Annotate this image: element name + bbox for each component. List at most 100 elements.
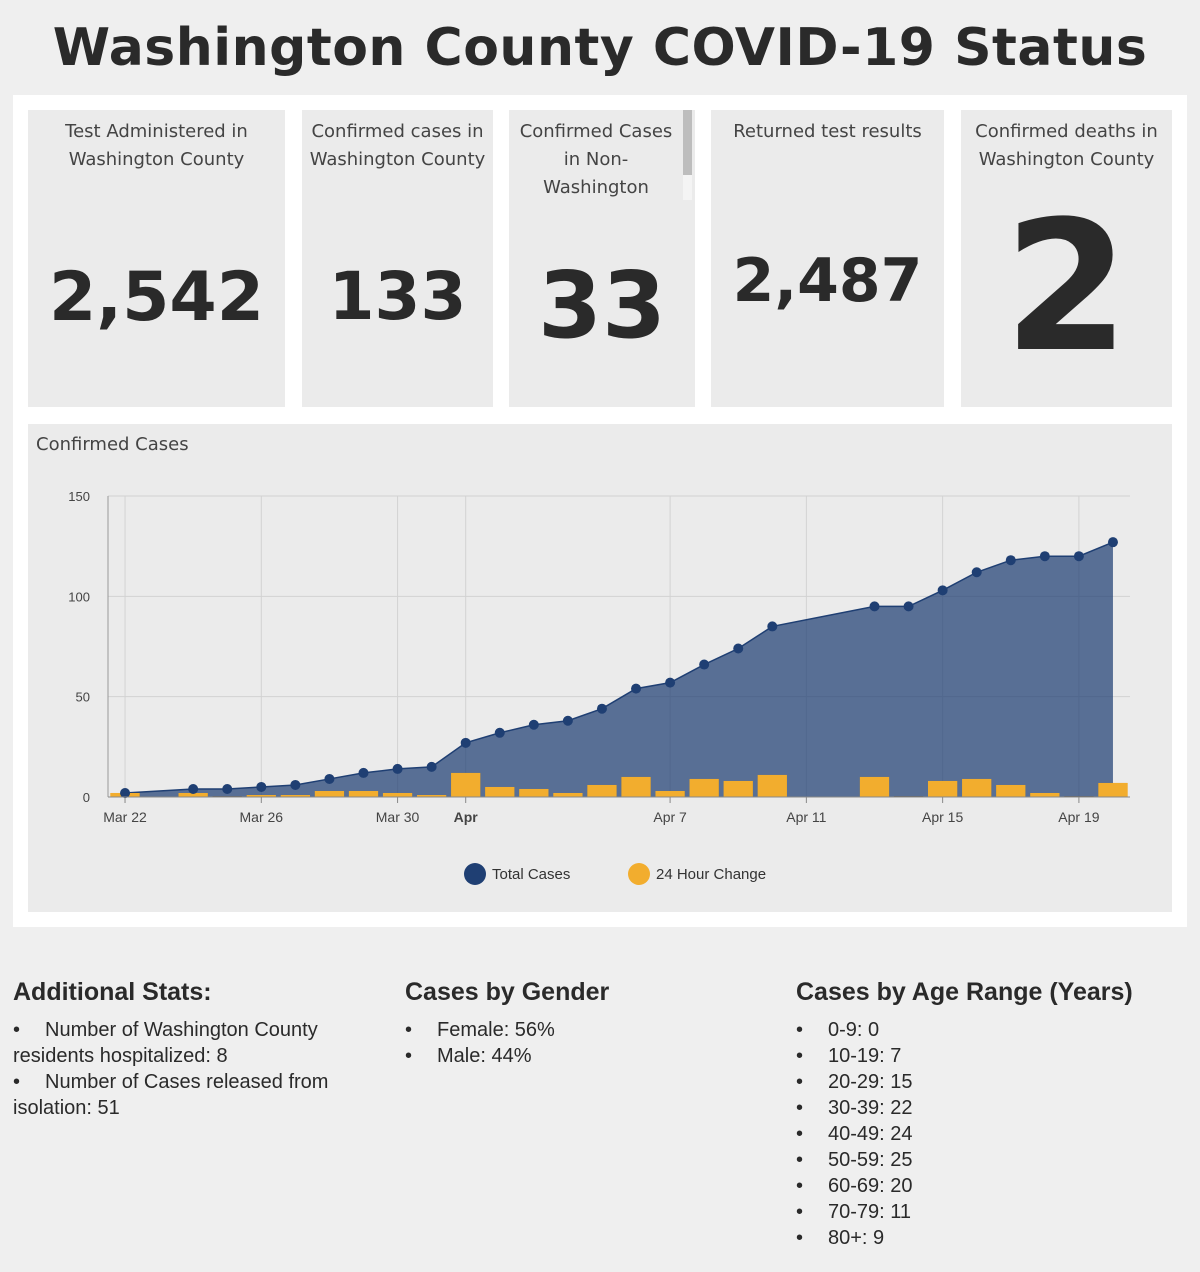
bar-24-hour-change [348, 790, 379, 797]
x-tick-label: Mar 30 [376, 809, 420, 825]
x-tick-label: Apr 15 [922, 809, 963, 825]
list-item-text: Number of Cases released from isolation:… [13, 1071, 329, 1119]
additional-stats-heading: Additional Stats: [13, 978, 212, 1006]
card-returned-results: Returned test results 2,487 [711, 110, 944, 407]
point-total-cases [1107, 537, 1118, 548]
point-total-cases [222, 783, 233, 794]
list-item-text: 40-49: 24 [828, 1123, 913, 1145]
list-item-text: Female: 56% [437, 1019, 555, 1041]
point-total-cases [256, 781, 267, 792]
card-confirmed-cases: Confirmed cases in Washington County 133 [302, 110, 493, 407]
list-item: • Male: 44% [405, 1043, 765, 1069]
card-value: 2,542 [48, 258, 265, 337]
legend-label-total-cases: Total Cases [492, 866, 570, 883]
bullet: • [796, 1123, 804, 1145]
x-tick-label: Apr 11 [786, 809, 826, 825]
bar-24-hour-change [451, 772, 481, 797]
gender-heading: Cases by Gender [405, 978, 610, 1006]
point-total-cases [528, 719, 539, 730]
list-item-text: 50-59: 25 [828, 1149, 913, 1171]
card-value: 33 [537, 252, 667, 359]
card-confirmed-deaths: Confirmed deaths in Washington County 2 [961, 110, 1172, 407]
bar-24-hour-change [587, 784, 617, 797]
list-item: • 0-9: 0 [796, 1017, 1186, 1043]
bar-24-hour-change [757, 774, 787, 797]
point-total-cases [767, 621, 778, 632]
point-total-cases [120, 787, 131, 798]
bar-24-hour-change [314, 790, 345, 797]
list-item: • 80+: 9 [796, 1225, 1186, 1251]
card-non-washington-cases: Confirmed Cases in Non-Washington 33 [509, 110, 695, 407]
bar-24-hour-change [621, 776, 651, 797]
x-tick-label: Mar 26 [240, 809, 284, 825]
legend-swatch-total-cases [464, 863, 486, 885]
point-total-cases [324, 773, 335, 784]
bullet: • [796, 1201, 804, 1223]
confirmed-cases-chart: 0 50 100 150 Mar 22 Mar 26 Mar 30 Apr Apr 7 Apr 1… [68, 489, 1130, 885]
y-tick-label: 100 [68, 589, 90, 604]
bullet: • [796, 1019, 804, 1041]
point-total-cases [937, 585, 948, 596]
list-item: • 70-79: 11 [796, 1199, 1186, 1225]
point-total-cases [869, 601, 880, 612]
point-total-cases [494, 727, 505, 738]
bar-24-hour-change [962, 778, 992, 797]
bar-24-hour-change [927, 780, 958, 797]
card-value: 133 [328, 258, 467, 335]
bullet: • [796, 1227, 804, 1249]
point-total-cases [426, 761, 437, 772]
point-total-cases [699, 659, 710, 670]
list-item-text: 70-79: 11 [828, 1201, 912, 1223]
bar-24-hour-change [553, 792, 583, 797]
cases-by-gender: Cases by Gender • Female: 56% • Male: 44% [405, 978, 765, 1069]
point-total-cases [631, 683, 642, 694]
point-total-cases [1039, 551, 1050, 562]
y-tick-label: 50 [76, 690, 90, 705]
point-total-cases [392, 763, 403, 774]
bar-24-hour-change [280, 794, 311, 797]
list-item: • 10-19: 7 [796, 1043, 1186, 1069]
scroll-thumb[interactable] [683, 110, 692, 175]
chart-panel: Confirmed Cases 0 50 100 150 Mar 22 Mar 26 Mar… [28, 424, 1172, 912]
point-total-cases [665, 677, 676, 688]
bar-24-hour-change [246, 794, 276, 797]
x-tick-label: Apr [454, 809, 479, 825]
additional-stats: Additional Stats: • Number of Washington … [13, 978, 383, 1121]
card-label: Confirmed Cases in Non-Washington [519, 121, 673, 198]
list-item-text: Male: 44% [437, 1045, 532, 1067]
point-total-cases [733, 643, 744, 654]
list-item-text: 30-39: 22 [828, 1097, 913, 1119]
list-item-text: 10-19: 7 [828, 1045, 902, 1067]
point-total-cases [562, 715, 573, 726]
bullet: • [796, 1071, 804, 1093]
page-title: Washington County COVID-19 Status [52, 18, 1148, 78]
card-label: Test Administered in Washington County [65, 121, 248, 170]
list-item: • 40-49: 24 [796, 1121, 1186, 1147]
point-total-cases [460, 737, 471, 748]
list-item-text: 20-29: 15 [828, 1071, 913, 1093]
y-tick-label: 150 [68, 489, 90, 504]
card-scrollbar[interactable] [683, 110, 692, 200]
point-total-cases [596, 703, 607, 714]
y-tick-label: 0 [83, 790, 90, 805]
list-item: • 60-69: 20 [796, 1173, 1186, 1199]
bar-24-hour-change [655, 790, 685, 797]
age-list: • 0-9: 0 • 10-19: 7 • 20-29: 15 • 30-39: 22 … [796, 1017, 1186, 1251]
gender-list: • Female: 56% • Male: 44% [405, 1017, 765, 1069]
point-total-cases [290, 779, 301, 790]
bar-24-hour-change [859, 776, 890, 797]
list-item: • 20-29: 15 [796, 1069, 1186, 1095]
x-tick-label: Mar 22 [103, 809, 147, 825]
bar-24-hour-change [416, 794, 447, 797]
legend-swatch-24-hour-change [628, 863, 650, 885]
bar-24-hour-change [382, 792, 413, 797]
list-item: • 50-59: 25 [796, 1147, 1186, 1173]
bar-24-hour-change [723, 780, 753, 797]
bullet: • [796, 1045, 804, 1067]
point-total-cases [971, 567, 982, 578]
point-total-cases [358, 767, 369, 778]
point-total-cases [188, 783, 199, 794]
legend-label-24-hour-change: 24 Hour Change [656, 866, 766, 883]
list-item-text: 60-69: 20 [828, 1175, 913, 1197]
point-total-cases [903, 601, 914, 612]
